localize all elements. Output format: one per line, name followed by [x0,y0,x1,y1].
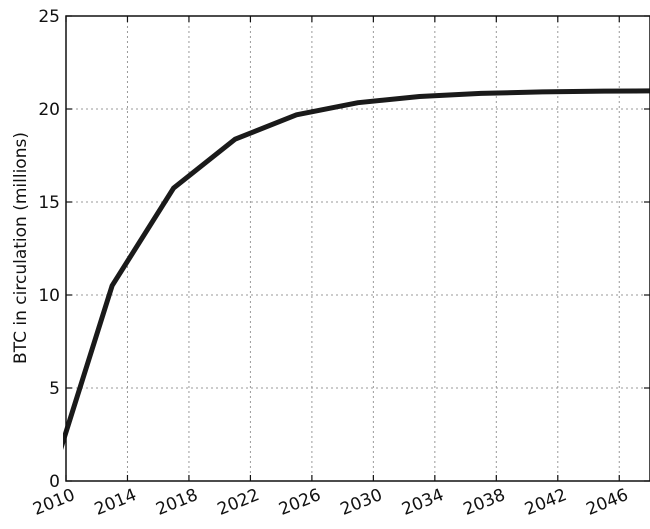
tick-marks [65,15,650,482]
x-tick-label: 2026 [276,485,324,520]
x-tick-labels: 2010 2014 2018 2022 2026 2030 2034 2038 2042 2046 [30,485,631,520]
grid [66,16,650,481]
y-tick-label: 10 [38,286,60,306]
x-tick-label: 2018 [153,485,201,520]
x-tick-label: 2046 [584,485,632,520]
y-tick-label: 0 [49,472,60,492]
series-layer [63,88,650,450]
y-tick-label: 15 [38,193,60,213]
x-tick-label: 2030 [338,485,386,520]
plot-frame [65,15,650,482]
y-tick-label: 20 [38,100,60,120]
series-line [63,88,650,450]
y-tick-labels: 0 5 10 15 20 25 [38,7,60,492]
x-tick-label: 2014 [92,485,140,520]
x-tick-label: 2042 [522,485,570,520]
x-tick-label: 2034 [399,485,447,520]
y-tick-label: 25 [38,7,60,27]
y-axis-label: BTC in circulation (millions) [11,132,31,364]
x-tick-label: 2022 [215,485,263,520]
y-tick-label: 5 [49,379,60,399]
x-tick-label: 2038 [461,485,509,520]
